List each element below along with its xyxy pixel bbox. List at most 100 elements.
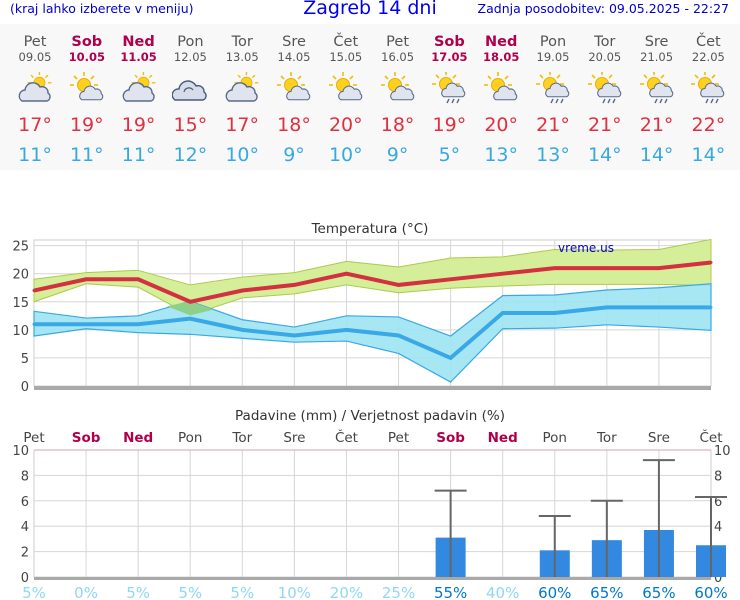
min-temperature-line [34,305,711,361]
max-temperature: 17° [18,114,52,136]
min-temperature: 10° [225,144,260,166]
day-name: Sre [644,34,669,50]
max-temperature-point [501,272,505,276]
min-temperature: 11° [121,144,156,166]
max-temperature: 21° [587,114,622,136]
min-temperature: 9° [386,144,409,166]
precipitation-probability: 55% [434,584,467,600]
max-temperature-point [553,266,557,270]
precip-day-label: Pon [543,430,567,446]
max-temperature-line [33,260,712,304]
band-overlap [166,301,214,316]
max-temperature-point [84,277,88,281]
sun-cloud-icon [380,72,416,106]
cloudy-icon [171,72,208,106]
y-tick-label-left: 8 [21,469,29,484]
precipitation-chart-title: Padavine (mm) / Verjetnost padavin (%) [235,408,505,424]
day-name: Čet [696,34,721,50]
day-column: Tor 13.05 17° 10° [217,24,267,170]
max-temperature: 20° [484,114,519,136]
day-name: Ned [122,34,155,50]
day-date: 17.05 [431,50,468,64]
page-title: Zagreb 14 dni [303,0,437,19]
min-temperature: 10° [328,144,363,166]
day-name: Pet [23,34,47,50]
day-date: 11.05 [120,50,157,64]
min-temperature: 5° [438,144,461,166]
y-tick-label: 10 [12,324,29,339]
min-temperature-point [449,356,453,360]
day-date: 21.05 [640,50,674,64]
min-temperature: 11° [18,144,52,166]
y-tick-label-left: 2 [21,546,29,561]
precip-day-label: Sob [72,430,101,446]
max-temperature: 18° [277,114,311,136]
precip-day-label: Sre [648,430,670,446]
max-temperature: 21° [639,114,674,136]
max-temperature-point [136,277,140,281]
min-temperature: 12° [173,144,208,166]
sun-cloud-icon [69,72,105,106]
temperature-chart-title: Temperatura (°C) [311,221,429,237]
precip-day-label: Čet [699,428,722,446]
min-temperature: 11° [69,144,104,166]
day-date: 15.05 [329,50,363,64]
partly-cloudy-sun-icon [121,71,157,106]
day-column: Sob 17.05 19° 5° [424,24,474,170]
day-column: Pet 09.05 17° 11° [10,24,60,170]
day-name: Tor [594,34,616,50]
min-temperature-point [605,305,609,309]
max-temperature-point [397,283,401,287]
sun-cloud-rain-icon [535,71,571,106]
precipitation-probability: 40% [486,584,519,600]
max-temperature: 22° [691,114,726,136]
y-tick-label-right: 0 [714,571,722,586]
day-name: Sob [71,34,103,50]
sun-cloud-rain-icon [639,71,675,106]
day-date: 16.05 [381,50,415,64]
day-name: Čet [333,34,359,50]
y-tick-label: 25 [12,240,29,255]
precip-day-label: Tor [596,430,617,446]
max-temperature-point [709,260,713,264]
day-date: 14.05 [277,50,311,64]
max-temperature-point [240,289,244,293]
max-temperature: 20° [328,114,363,136]
max-temperature-point [657,266,661,270]
precip-day-label: Čet [335,428,358,446]
max-temperature: 17° [225,114,260,136]
min-temperature: 14° [691,144,726,166]
day-date: 19.05 [536,50,570,64]
y-tick-label-right: 10 [714,444,731,459]
max-temperature: 19° [121,114,156,136]
precipitation-probability: 0% [74,584,98,600]
day-date: 20.05 [588,50,622,64]
day-column: Pon 19.05 21° 13° [528,24,578,170]
precip-day-label: Pet [388,430,409,446]
day-name: Sob [433,34,465,50]
daily-forecast-strip: Pet 09.05 17° 11° Sob 10.05 19° 11° Ned 11.05 19° 1… [0,24,740,170]
min-temperature: 14° [587,144,622,166]
max-temperature-point [344,272,348,276]
max-temperature: 18° [380,114,415,136]
min-temperature-point [657,305,661,309]
min-temperature-point [32,322,36,326]
precipitation-probability: 60% [694,584,727,600]
precip-day-label: Tor [231,430,252,446]
top-bar: (kraj lahko izberete v meniju) Zagreb 14… [0,0,740,22]
min-temperature-point [397,333,401,337]
precip-day-label: Sre [283,430,305,446]
min-temperature-point [292,333,296,337]
day-column: Sre 21.05 21° 14° [632,24,682,170]
day-column: Sob 10.05 19° 11° [62,24,112,170]
max-temperature-point [449,277,453,281]
min-temperature: 9° [283,144,305,166]
sun-cloud-icon [328,72,364,106]
watermark: vreme.us [558,241,614,255]
max-temperature: 21° [536,114,570,136]
day-name: Pon [539,34,567,50]
y-tick-label-right: 4 [714,520,722,535]
partly-cloudy-sun-icon [17,71,53,106]
max-temperature-point [32,289,36,293]
